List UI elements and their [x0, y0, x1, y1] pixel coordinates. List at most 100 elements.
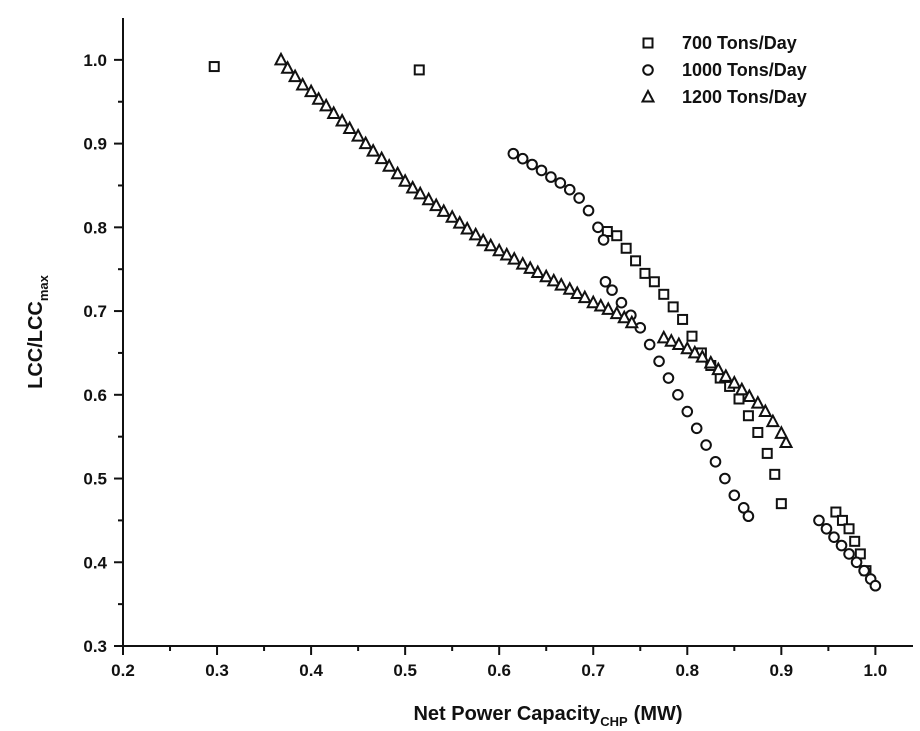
data-point-triangle [570, 285, 585, 299]
data-point-circle [828, 531, 840, 543]
data-point-circle [843, 548, 855, 560]
data-point-circle [869, 579, 882, 592]
data-point-triangle [429, 197, 444, 212]
data-point-circle [573, 192, 585, 204]
data-point-triangle [468, 226, 483, 241]
data-point-triangle [436, 203, 451, 217]
data-point-triangle [758, 403, 773, 418]
data-point-triangle [577, 289, 592, 304]
legend-item: 1200 Tons/Day [640, 87, 807, 107]
data-point-square [752, 426, 764, 438]
data-point-square [611, 230, 623, 242]
x-tick-label: 0.2 [111, 661, 135, 680]
data-point-triangle [397, 173, 413, 187]
y-tick-label: 1.0 [83, 51, 107, 70]
data-point-square [639, 267, 651, 279]
legend-label: 1200 Tons/Day [682, 87, 807, 107]
series-layer [208, 51, 882, 592]
data-point-circle [681, 405, 694, 418]
data-point-circle [554, 177, 567, 189]
data-point-square [733, 393, 745, 405]
data-point-triangle [586, 294, 601, 309]
data-point-circle [742, 510, 755, 523]
data-point-triangle [507, 250, 522, 265]
legend-label: 1000 Tons/Day [682, 60, 807, 80]
legend-marker-circle [642, 64, 654, 76]
legend-marker-triangle [640, 88, 656, 103]
data-point-square [620, 242, 632, 254]
data-point-square [775, 498, 787, 510]
data-point-triangle [452, 214, 467, 229]
data-point-square [658, 288, 670, 300]
x-axis-title: Net Power CapacityCHP (MW) [413, 703, 682, 729]
data-point-triangle [280, 60, 295, 74]
data-point-triangle [703, 354, 718, 369]
data-point-triangle [609, 305, 624, 320]
x-tick-label: 0.6 [487, 661, 511, 680]
data-point-triangle [617, 309, 632, 324]
data-point-triangle [734, 381, 749, 396]
series-square [208, 61, 872, 577]
data-point-circle [653, 355, 665, 368]
data-point-triangle [273, 51, 289, 66]
data-point-triangle [413, 185, 428, 200]
data-point-circle [690, 422, 703, 435]
data-point-square [208, 61, 220, 73]
data-point-triangle [492, 242, 507, 257]
data-point-triangle [593, 297, 608, 312]
y-tick-label: 0.5 [83, 470, 107, 489]
data-point-triangle [687, 344, 702, 359]
data-point-circle [582, 204, 595, 217]
data-point-square [742, 410, 754, 422]
plot-frame [122, 18, 913, 647]
data-point-triangle [727, 374, 742, 389]
data-point-circle [592, 221, 604, 234]
data-point-circle [850, 556, 863, 569]
data-point-circle [526, 158, 538, 171]
data-point-circle [516, 152, 529, 165]
data-point-triangle [382, 158, 397, 172]
legend-marker-square [642, 37, 654, 49]
data-point-triangle [774, 425, 789, 439]
data-point-square [667, 301, 679, 313]
data-point-circle [700, 439, 712, 451]
y-tick-label: 0.3 [83, 637, 107, 656]
data-point-triangle [390, 165, 405, 180]
x-tick-label: 0.4 [299, 661, 323, 680]
data-point-triangle [405, 179, 420, 194]
data-point-triangle [778, 434, 794, 449]
data-point-square [677, 313, 689, 325]
series-triangle [273, 51, 794, 449]
x-tick-label: 0.9 [770, 661, 794, 680]
data-point-triangle [303, 83, 319, 98]
data-point-circle [507, 147, 520, 160]
data-point-circle [643, 338, 656, 351]
data-point-triangle [295, 76, 310, 91]
data-point-square [686, 330, 698, 342]
data-point-triangle [562, 281, 577, 295]
x-tick-label: 0.7 [581, 661, 605, 680]
data-point-square [769, 468, 781, 480]
data-point-circle [709, 455, 722, 468]
data-point-circle [597, 234, 610, 246]
y-tick-label: 0.6 [83, 386, 107, 405]
data-point-triangle [311, 91, 326, 105]
axis-ticks [114, 58, 877, 655]
data-point-circle [615, 296, 628, 309]
data-point-triangle [476, 232, 491, 247]
data-point-triangle [515, 256, 530, 270]
data-point-circle [599, 275, 612, 288]
data-point-circle [535, 164, 548, 177]
data-point-circle [563, 183, 576, 196]
data-point-triangle [358, 135, 373, 150]
x-tick-label: 1.0 [864, 661, 888, 680]
data-point-triangle [695, 348, 710, 363]
data-point-circle [719, 472, 731, 485]
data-point-circle [672, 389, 684, 401]
data-point-triangle [742, 388, 757, 402]
y-tick-label: 0.8 [83, 218, 107, 237]
legend-item: 1000 Tons/Day [642, 60, 807, 80]
data-point-triangle [656, 329, 671, 344]
x-tick-label: 0.3 [205, 661, 229, 680]
